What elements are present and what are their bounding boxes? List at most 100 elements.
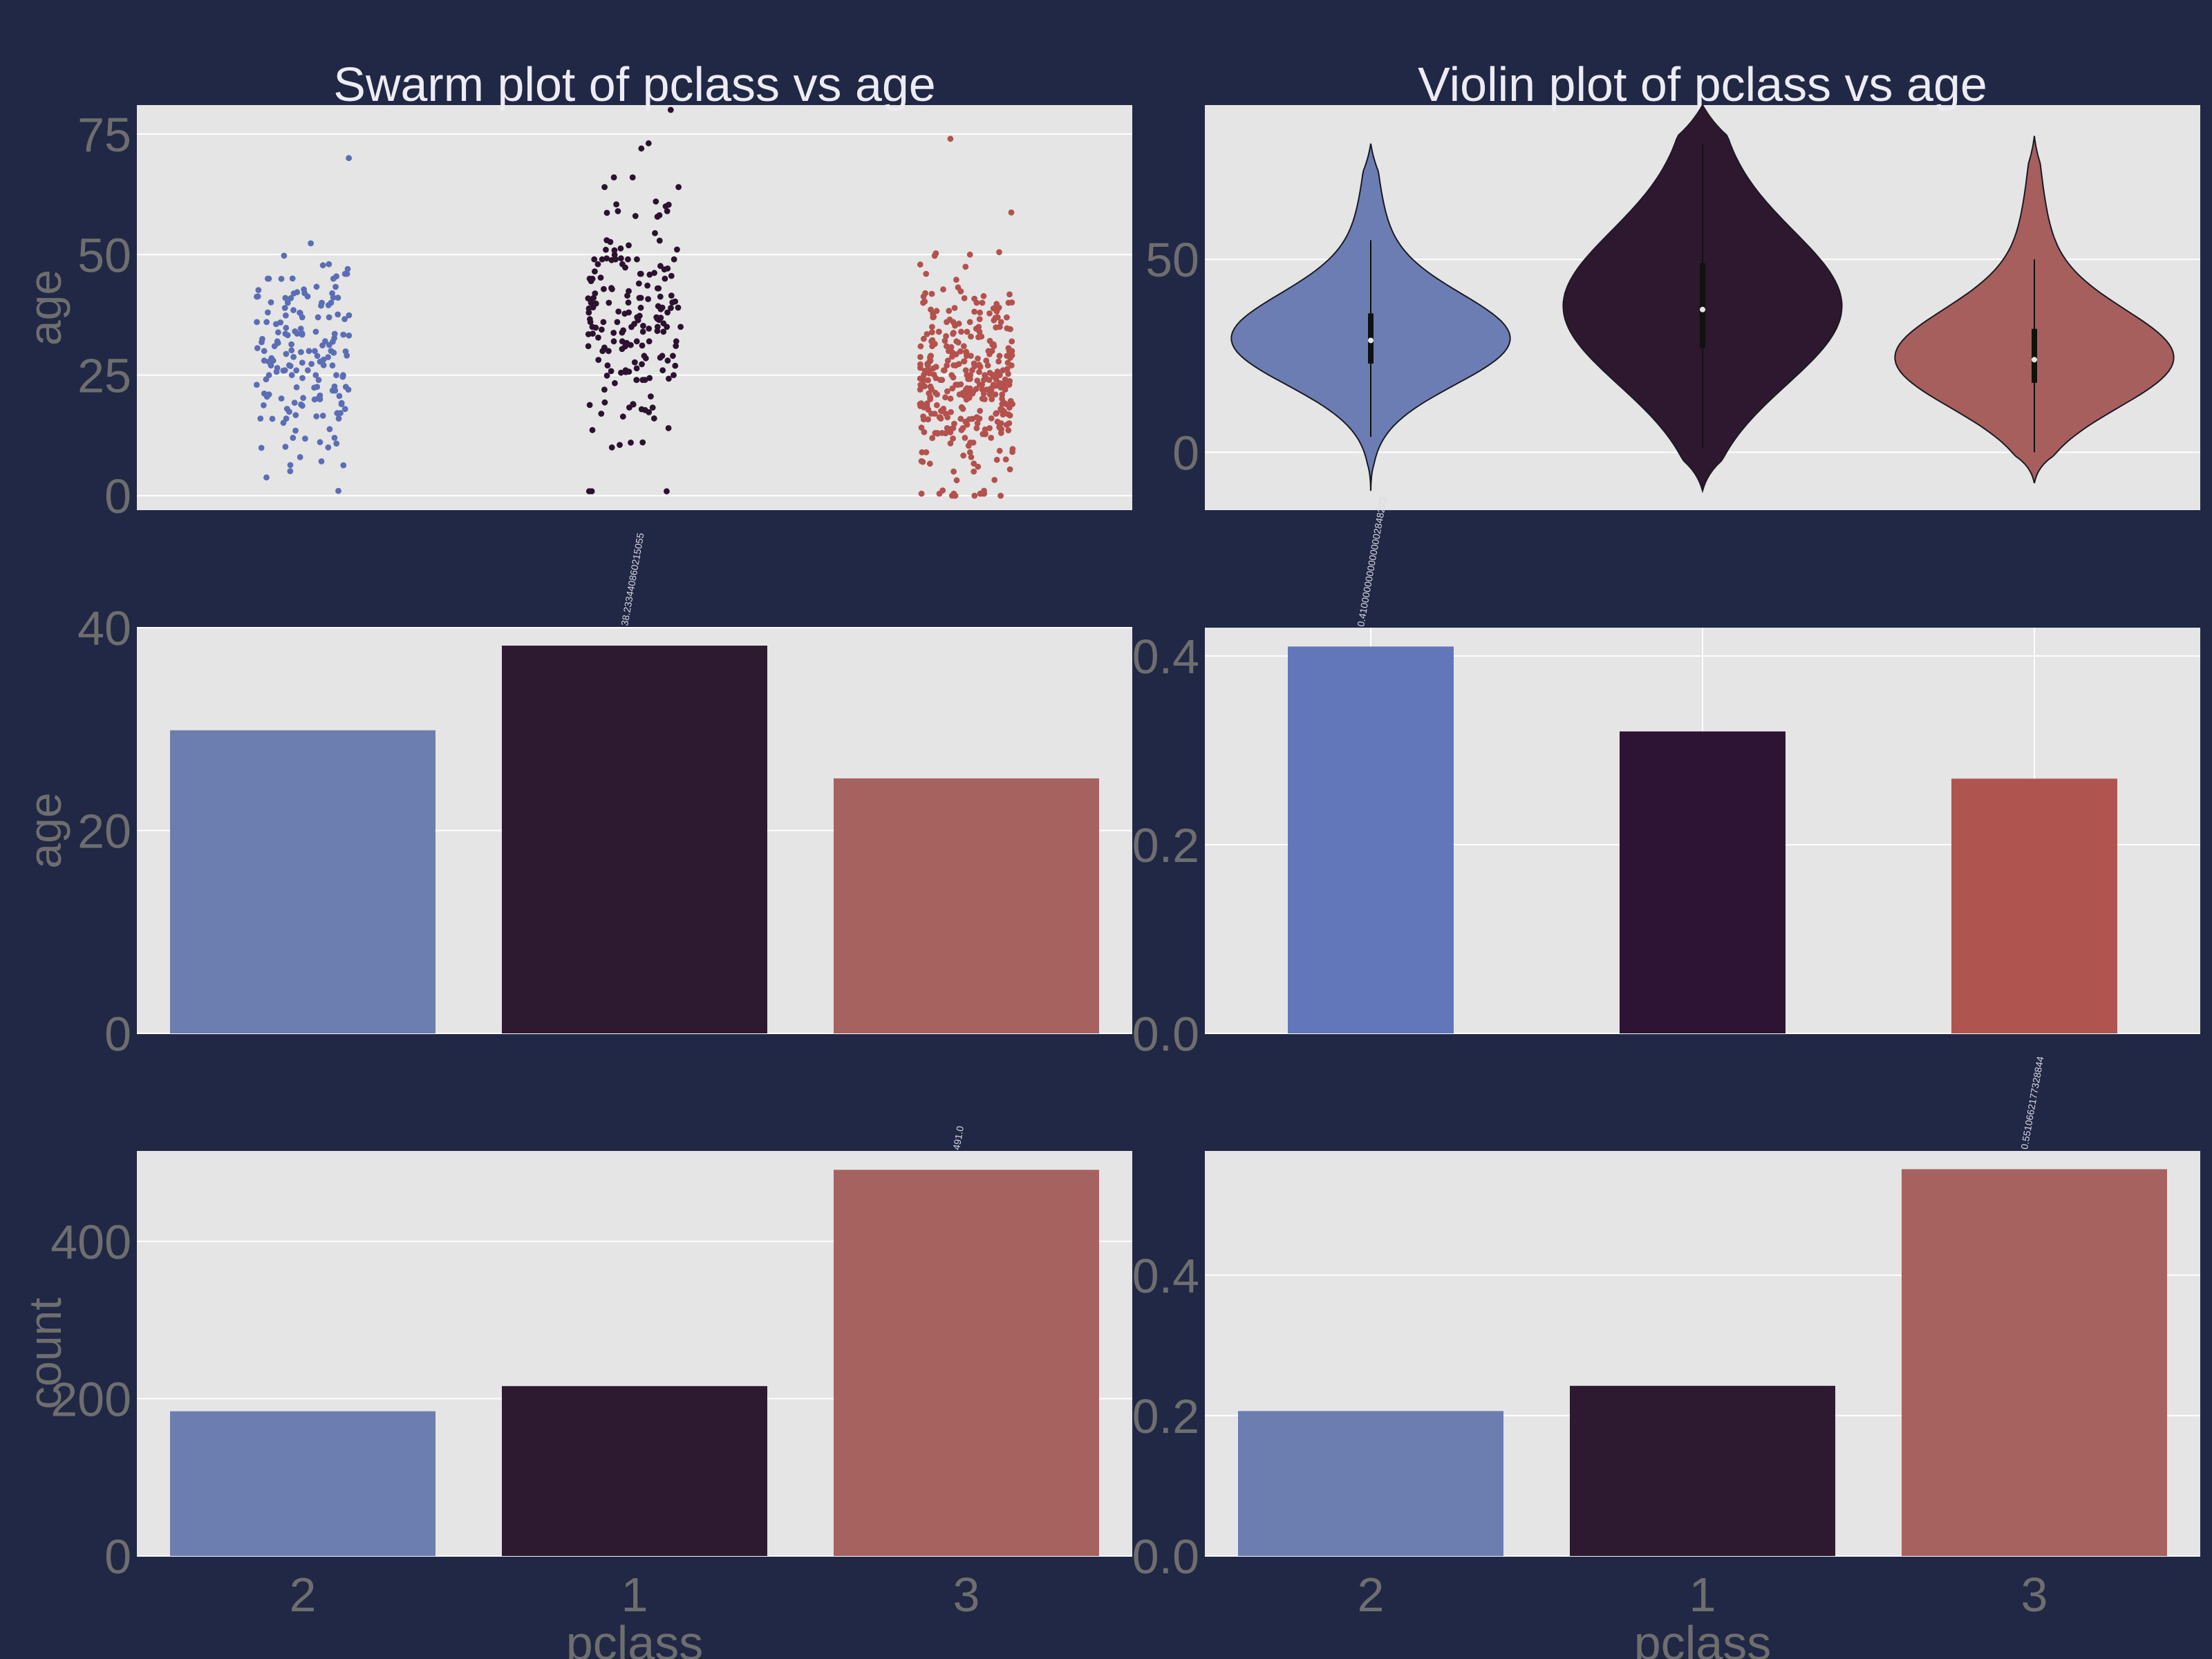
- swarm-point: [933, 250, 939, 256]
- swarm-point: [298, 349, 304, 355]
- swarm-point: [288, 295, 294, 301]
- swarm-point: [941, 367, 947, 373]
- swarm-point: [606, 300, 612, 306]
- swarm-point: [657, 238, 663, 244]
- swarm-point: [954, 477, 960, 483]
- swarm-point: [644, 283, 650, 289]
- swarm-point: [648, 393, 654, 400]
- swarm-point: [335, 488, 341, 494]
- swarm-point: [330, 276, 337, 282]
- swarm-point: [288, 363, 294, 369]
- swarm-point: [595, 335, 601, 341]
- swarm-point: [971, 469, 977, 475]
- x-tick-label: 2: [290, 1568, 317, 1622]
- swarm-point: [279, 395, 285, 402]
- swarm-point: [314, 283, 320, 290]
- swarm-point: [283, 325, 289, 331]
- swarm-point: [934, 402, 940, 409]
- swarm-point: [261, 402, 267, 409]
- bar: [834, 778, 1099, 1033]
- swarm-point: [299, 332, 306, 338]
- swarm-point: [632, 213, 639, 219]
- bar: [1238, 1411, 1503, 1556]
- swarm-point: [997, 493, 1004, 499]
- swarm-point: [997, 448, 1003, 454]
- y-tick-label: 40: [77, 601, 131, 655]
- swarm-point: [646, 272, 653, 278]
- swarm-point: [948, 135, 954, 142]
- swarm-point: [314, 384, 320, 390]
- swarm-point: [993, 324, 999, 330]
- swarm-point: [640, 329, 646, 335]
- swarm-point: [342, 406, 348, 412]
- swarm-point: [599, 348, 606, 354]
- swarm-point: [1009, 209, 1015, 216]
- swarm-point: [665, 357, 671, 364]
- swarm-point: [655, 328, 661, 334]
- swarm-point: [645, 296, 651, 302]
- swarm-point: [618, 255, 624, 261]
- swarm-point: [672, 363, 678, 369]
- swarm-point: [980, 395, 986, 402]
- swarm-point: [925, 416, 931, 422]
- swarm-point: [592, 268, 598, 274]
- swarm-point: [1009, 299, 1015, 306]
- swarm-point: [610, 330, 617, 336]
- swarm-point: [633, 377, 639, 383]
- swarm-point: [283, 415, 290, 422]
- swarm-point: [953, 276, 959, 283]
- swarm-point: [1000, 367, 1006, 373]
- y-axis-title: age: [19, 270, 71, 346]
- swarm-point: [675, 184, 682, 190]
- swarm-point: [321, 362, 327, 368]
- swarm-point: [639, 440, 646, 446]
- swarm-point: [963, 386, 969, 393]
- swarm-point: [1000, 407, 1006, 413]
- swarm-point: [936, 329, 942, 335]
- swarm-point: [940, 406, 946, 412]
- swarm-point: [330, 362, 336, 368]
- swarm-point: [630, 174, 636, 180]
- swarm-point: [254, 345, 261, 351]
- swarm-point: [927, 460, 933, 467]
- swarm-point: [638, 271, 644, 277]
- swarm-point: [920, 459, 926, 465]
- swarm-point: [940, 286, 946, 292]
- swarm-point: [677, 324, 684, 330]
- swarm-point: [955, 284, 962, 290]
- swarm-point: [917, 362, 924, 368]
- swarm-point: [283, 444, 289, 450]
- swarm-point: [962, 419, 968, 425]
- swarm-point: [976, 369, 982, 375]
- swarm-point: [595, 357, 601, 363]
- swarm-point: [619, 261, 626, 268]
- swarm-point: [996, 249, 1002, 255]
- y-tick-label: 0.0: [1132, 1007, 1199, 1061]
- swarm-point: [288, 347, 294, 353]
- y-tick-label: 0.4: [1132, 1249, 1199, 1303]
- swarm-point: [620, 413, 626, 420]
- swarm-point: [995, 315, 1001, 321]
- swarm-point: [313, 329, 319, 335]
- swarm-point: [962, 358, 968, 364]
- y-tick-label: 0: [104, 1530, 131, 1584]
- y-tick-label: 0.2: [1132, 818, 1199, 872]
- swarm-point: [254, 319, 260, 326]
- bar: [502, 646, 767, 1033]
- swarm-point: [993, 375, 999, 381]
- swarm-point: [619, 330, 626, 336]
- swarm-point: [975, 324, 982, 330]
- swarm-point: [636, 281, 642, 287]
- swarm-point: [292, 400, 298, 406]
- swarm-point: [601, 286, 607, 292]
- swarm-point: [662, 266, 668, 272]
- swarm-point: [995, 359, 1002, 365]
- swarm-point: [266, 391, 272, 397]
- swarm-point: [981, 391, 987, 397]
- swarm-point: [257, 415, 263, 422]
- swarm-point: [942, 394, 948, 400]
- swarm-point: [308, 361, 315, 367]
- swarm-point: [254, 382, 260, 388]
- swarm-point: [975, 334, 982, 340]
